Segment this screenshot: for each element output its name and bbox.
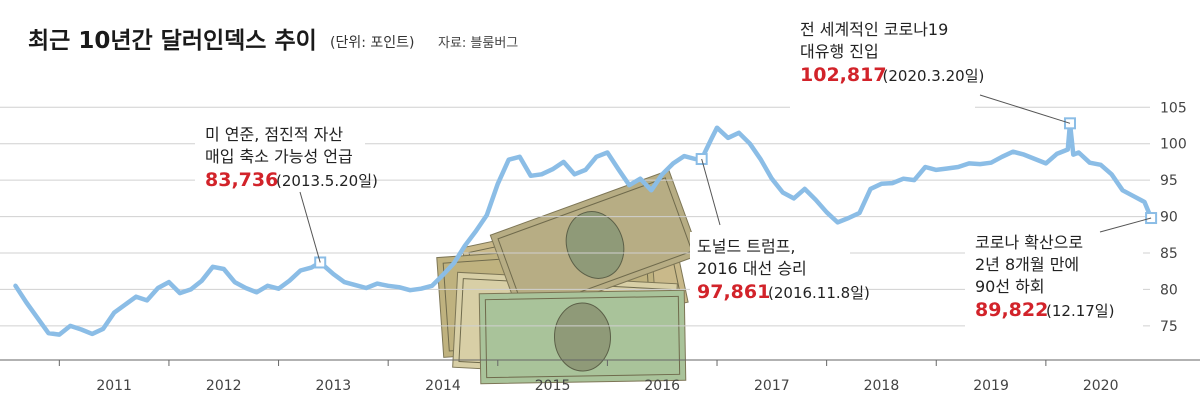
annotation-box <box>195 120 365 210</box>
y-tick-label: 105 <box>1160 100 1187 116</box>
annotation-date: (2020.3.20일) <box>883 67 985 85</box>
y-axis-ticks: 75 80 85 90 95 100 105 <box>1160 100 1187 335</box>
annotation-value: 102,817 <box>800 64 887 86</box>
chart-title: 최근 10년간 달러인덱스 추이 <box>28 28 317 54</box>
annotation-text: 미 연준, 점진적 자산 <box>205 125 343 144</box>
bill-portrait <box>565 211 625 279</box>
x-tick-label: 2013 <box>316 378 352 394</box>
x-tick-label: 2014 <box>425 378 461 394</box>
y-tick-label: 80 <box>1160 282 1178 298</box>
bill-border <box>484 295 681 379</box>
y-tick-label: 95 <box>1160 173 1178 189</box>
annotation-value: 89,822 <box>975 299 1048 321</box>
annotation-text: 2016 대선 승리 <box>697 259 807 278</box>
annotation-text: 대유행 진입 <box>800 42 879 61</box>
annotation-box <box>690 232 850 300</box>
annotation-text: 매입 축소 가능성 언급 <box>205 147 353 166</box>
bill-3 <box>489 169 701 321</box>
dollar-bills-illustration <box>436 169 701 385</box>
series-line-0 <box>13 121 1154 337</box>
y-tick-label: 75 <box>1160 319 1178 335</box>
x-axis-ticks: 2011 2012 2013 2014 2015 2016 2017 2018 2019 2020 <box>58 360 1119 394</box>
annotation-date: (12.17일) <box>1046 302 1114 320</box>
annotation-text: 90선 하회 <box>975 277 1045 296</box>
x-tick-label: 2019 <box>973 378 1009 394</box>
x-tick-label: 2012 <box>206 378 242 394</box>
y-tick-label: 100 <box>1160 137 1187 153</box>
annotation-text: 2년 8개월 만에 <box>975 255 1079 274</box>
annotation-leader <box>979 94 1071 124</box>
annotation-box <box>790 15 975 110</box>
y-tick-label: 85 <box>1160 246 1178 262</box>
x-tick-label: 2020 <box>1083 378 1119 394</box>
annotation-value: 83,736 <box>205 169 278 191</box>
bill-portrait <box>553 302 612 372</box>
y-tick-label: 90 <box>1160 210 1178 226</box>
series-layer <box>13 121 1154 337</box>
x-tick-label: 2018 <box>864 378 900 394</box>
x-tick-label: 2017 <box>754 378 790 394</box>
annotation-text: 도널드 트럼프, <box>697 237 796 256</box>
grid-lines <box>0 106 1200 361</box>
chart-source: 자료: 블룸버그 <box>438 36 518 51</box>
bill-border <box>497 177 693 313</box>
x-tick-label: 2011 <box>96 378 132 394</box>
bill-4 <box>478 289 687 385</box>
x-tick-label: 2016 <box>644 378 680 394</box>
annotation-date: (2013.5.20일) <box>276 172 378 190</box>
annotation-text: 전 세계적인 코로나19 <box>800 20 948 39</box>
annotation-value: 97,861 <box>697 281 770 303</box>
annotation-box <box>965 228 1143 334</box>
annotation-leader <box>299 191 321 263</box>
annotation-date: (2016.11.8일) <box>768 284 870 302</box>
annotation-leader <box>1099 217 1152 233</box>
annotation-leader <box>701 158 721 226</box>
x-tick-label: 2015 <box>535 378 571 394</box>
chart-unit: (단위: 포인트) <box>330 35 415 51</box>
annotation-text: 코로나 확산으로 <box>975 233 1083 252</box>
